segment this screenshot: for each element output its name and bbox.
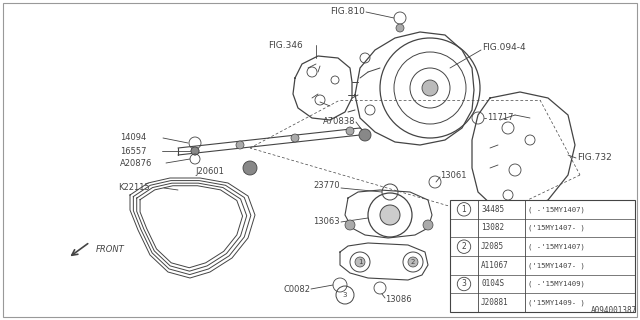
Circle shape (408, 257, 418, 267)
Text: ( -'15MY1407): ( -'15MY1407) (528, 206, 585, 212)
Text: 23770: 23770 (314, 181, 340, 190)
Circle shape (423, 220, 433, 230)
Circle shape (191, 147, 199, 155)
Circle shape (422, 80, 438, 96)
Circle shape (243, 161, 257, 175)
Text: ('15MY1407- ): ('15MY1407- ) (528, 262, 585, 268)
Circle shape (236, 141, 244, 149)
Text: ('15MY1409- ): ('15MY1409- ) (528, 300, 585, 306)
Circle shape (380, 205, 400, 225)
Text: FIG.810: FIG.810 (330, 7, 365, 17)
Text: 16557: 16557 (120, 147, 147, 156)
Text: ('15MY1407- ): ('15MY1407- ) (528, 225, 585, 231)
Bar (450, 200, 635, 312)
Text: 13061: 13061 (440, 171, 467, 180)
Text: A70838: A70838 (323, 117, 355, 126)
Text: 34485: 34485 (481, 205, 504, 214)
Circle shape (291, 134, 299, 142)
Text: ( -'15MY1409): ( -'15MY1409) (528, 281, 585, 287)
Circle shape (191, 147, 199, 155)
Circle shape (359, 129, 371, 141)
Text: K22115: K22115 (118, 183, 150, 193)
Text: FRONT: FRONT (96, 245, 125, 254)
Text: 2: 2 (411, 259, 415, 265)
Text: 1: 1 (358, 259, 362, 265)
Circle shape (396, 24, 404, 32)
Text: FIG.732: FIG.732 (577, 154, 612, 163)
Text: 13082: 13082 (481, 223, 504, 233)
Text: J2085: J2085 (481, 242, 504, 251)
Text: J20881: J20881 (481, 298, 509, 307)
Circle shape (345, 220, 355, 230)
Text: A094001387: A094001387 (591, 306, 637, 315)
Circle shape (346, 127, 354, 135)
Text: 3: 3 (461, 279, 467, 289)
Text: A20876: A20876 (120, 158, 152, 167)
Text: J20601: J20601 (195, 167, 224, 177)
Text: 13086: 13086 (385, 295, 412, 305)
Text: 1: 1 (461, 205, 467, 214)
Text: C0082: C0082 (283, 285, 310, 294)
Circle shape (355, 257, 365, 267)
Text: FIG.346: FIG.346 (268, 41, 303, 50)
Text: FIG.094-4: FIG.094-4 (482, 44, 525, 52)
Text: 14094: 14094 (120, 133, 147, 142)
Text: 13063: 13063 (314, 218, 340, 227)
Text: 11717: 11717 (487, 114, 513, 123)
Text: 2: 2 (461, 242, 467, 251)
Text: 3: 3 (343, 292, 348, 298)
Text: 0104S: 0104S (481, 279, 504, 289)
Text: A11067: A11067 (481, 261, 509, 270)
Text: ( -'15MY1407): ( -'15MY1407) (528, 244, 585, 250)
